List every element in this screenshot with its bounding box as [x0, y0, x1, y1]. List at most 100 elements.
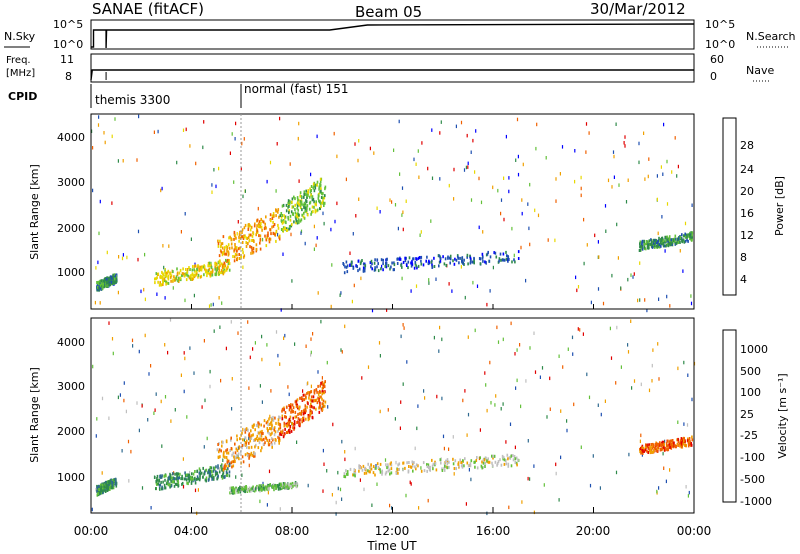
- noise-cell: [464, 295, 466, 300]
- echo-cell: [114, 280, 116, 284]
- echo-cell: [686, 238, 688, 242]
- vel-cbar-tick-25: 25: [740, 408, 754, 421]
- echo-cell: [683, 439, 685, 443]
- echo-cell: [406, 461, 408, 465]
- noise-cell: [307, 483, 309, 488]
- echo-cell: [191, 272, 194, 276]
- noise-cell: [315, 243, 317, 248]
- noise-cell: [354, 446, 356, 451]
- echo-cell: [188, 473, 191, 477]
- echo-cell: [324, 185, 327, 189]
- echo-cell: [654, 241, 656, 245]
- noise-cell: [91, 129, 93, 133]
- noise-cell: [184, 212, 186, 216]
- echo-cell: [404, 259, 407, 263]
- noise-cell: [118, 255, 120, 259]
- noise-cell: [150, 506, 152, 510]
- noise-cell: [310, 384, 312, 389]
- noise-cell: [108, 321, 110, 325]
- echo-cell: [310, 210, 313, 214]
- echo-cell: [267, 486, 269, 490]
- echo-cell: [272, 224, 275, 228]
- noise-cell: [567, 347, 569, 351]
- echo-cell: [285, 405, 288, 409]
- echo-cell: [289, 415, 292, 419]
- echo-cell: [384, 264, 387, 268]
- echo-cell: [313, 184, 315, 188]
- echo-cell: [321, 380, 324, 384]
- echo-cell: [269, 237, 272, 241]
- echo-cell: [218, 450, 220, 454]
- echo-cell: [359, 262, 362, 266]
- echo-cell: [233, 458, 236, 462]
- echo-cell: [223, 268, 225, 272]
- noise-cell: [333, 131, 335, 136]
- echo-cell: [279, 426, 282, 430]
- power-colorbar-label: Power [dB]: [773, 176, 786, 236]
- echo-cell: [96, 281, 98, 284]
- echo-cell: [181, 477, 184, 481]
- noise-cell: [98, 231, 100, 236]
- noise-cell: [279, 362, 281, 366]
- echo-cell: [371, 262, 373, 266]
- echo-cell: [242, 251, 244, 255]
- echo-cell: [505, 462, 508, 466]
- echo-cell: [290, 410, 292, 414]
- noise-cell: [221, 301, 223, 305]
- echo-cell: [281, 417, 284, 421]
- echo-cell: [460, 464, 463, 468]
- echo-cell: [229, 486, 231, 490]
- echo-cell: [154, 281, 156, 285]
- noise-cell: [427, 498, 429, 503]
- echo-cell: [282, 226, 285, 230]
- echo-cell: [668, 443, 671, 447]
- echo-cell: [190, 477, 192, 481]
- echo-cell: [265, 244, 268, 248]
- echo-cell: [155, 277, 157, 281]
- echo-cell: [431, 464, 434, 468]
- echo-cell: [324, 400, 327, 404]
- echo-cell: [241, 486, 243, 490]
- echo-cell: [244, 441, 247, 444]
- noise-cell: [386, 308, 388, 312]
- echo-cell: [288, 486, 290, 490]
- noise-cell: [237, 220, 239, 224]
- noise-cell: [379, 210, 381, 214]
- nsearch-tick-top: 10^5: [705, 18, 735, 31]
- echo-cell: [277, 418, 280, 421]
- echo-cell: [283, 421, 286, 425]
- echo-cell: [315, 203, 317, 207]
- noise-cell: [652, 348, 654, 352]
- noise-cell: [157, 129, 159, 134]
- noise-cell: [373, 151, 375, 155]
- noise-cell: [662, 451, 664, 456]
- noise-cell: [310, 172, 312, 177]
- echo-cell: [385, 265, 388, 269]
- echo-cell: [294, 211, 297, 215]
- echo-cell: [246, 445, 248, 449]
- echo-cell: [280, 433, 283, 436]
- noise-cell: [638, 160, 640, 165]
- echo-cell: [687, 441, 690, 445]
- noise-cell: [183, 389, 185, 394]
- echo-cell: [258, 234, 260, 238]
- echo-cell: [289, 200, 291, 204]
- echo-cell: [278, 441, 280, 445]
- echo-cell: [98, 285, 100, 288]
- echo-cell: [261, 228, 263, 232]
- echo-cell: [199, 275, 202, 279]
- echo-cell: [654, 443, 657, 446]
- echo-cell: [227, 464, 230, 468]
- noise-cell: [248, 463, 250, 468]
- echo-cell: [363, 467, 366, 471]
- echo-cell: [380, 258, 383, 262]
- echo-cell: [498, 259, 500, 263]
- echo-cell: [247, 228, 250, 231]
- echo-cell: [299, 418, 301, 422]
- echo-cell: [111, 282, 114, 286]
- echo-cell: [178, 271, 181, 275]
- noise-cell: [521, 500, 523, 504]
- noise-cell: [663, 466, 665, 470]
- echo-cell: [108, 481, 110, 485]
- echo-cell: [172, 480, 175, 483]
